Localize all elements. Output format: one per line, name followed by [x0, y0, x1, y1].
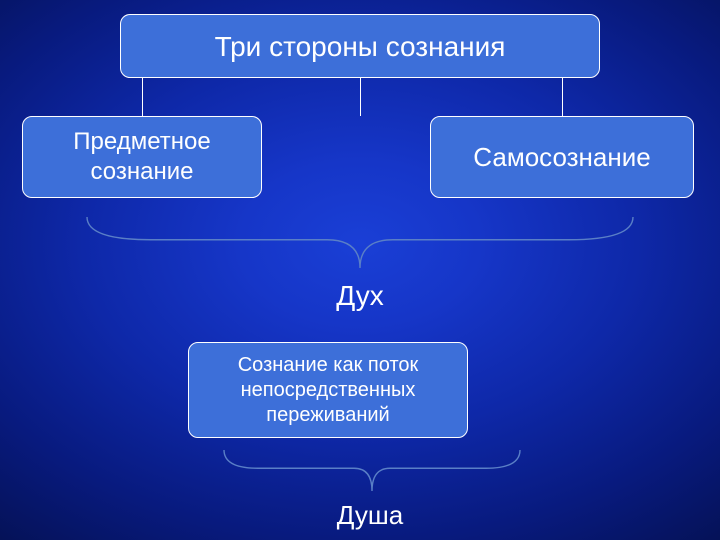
right-box-text: Самосознание [473, 141, 650, 174]
brace-lower [222, 448, 522, 493]
title-text: Три стороны сознания [215, 29, 506, 64]
left-box-text: Предметное сознание [33, 127, 251, 187]
brace-upper [85, 215, 635, 270]
left-box: Предметное сознание [22, 116, 262, 198]
middle-box: Сознание как поток непосредственных пере… [188, 342, 468, 438]
label-spirit: Дух [300, 280, 420, 312]
label-soul-text: Душа [337, 500, 404, 530]
connector-left [142, 78, 143, 116]
right-box: Самосознание [430, 116, 694, 198]
connector-right [562, 78, 563, 116]
middle-box-text: Сознание как поток непосредственных пере… [199, 353, 457, 428]
label-spirit-text: Дух [336, 280, 384, 311]
label-soul: Душа [310, 500, 430, 531]
connector-mid [360, 78, 361, 116]
title-box: Три стороны сознания [120, 14, 600, 78]
